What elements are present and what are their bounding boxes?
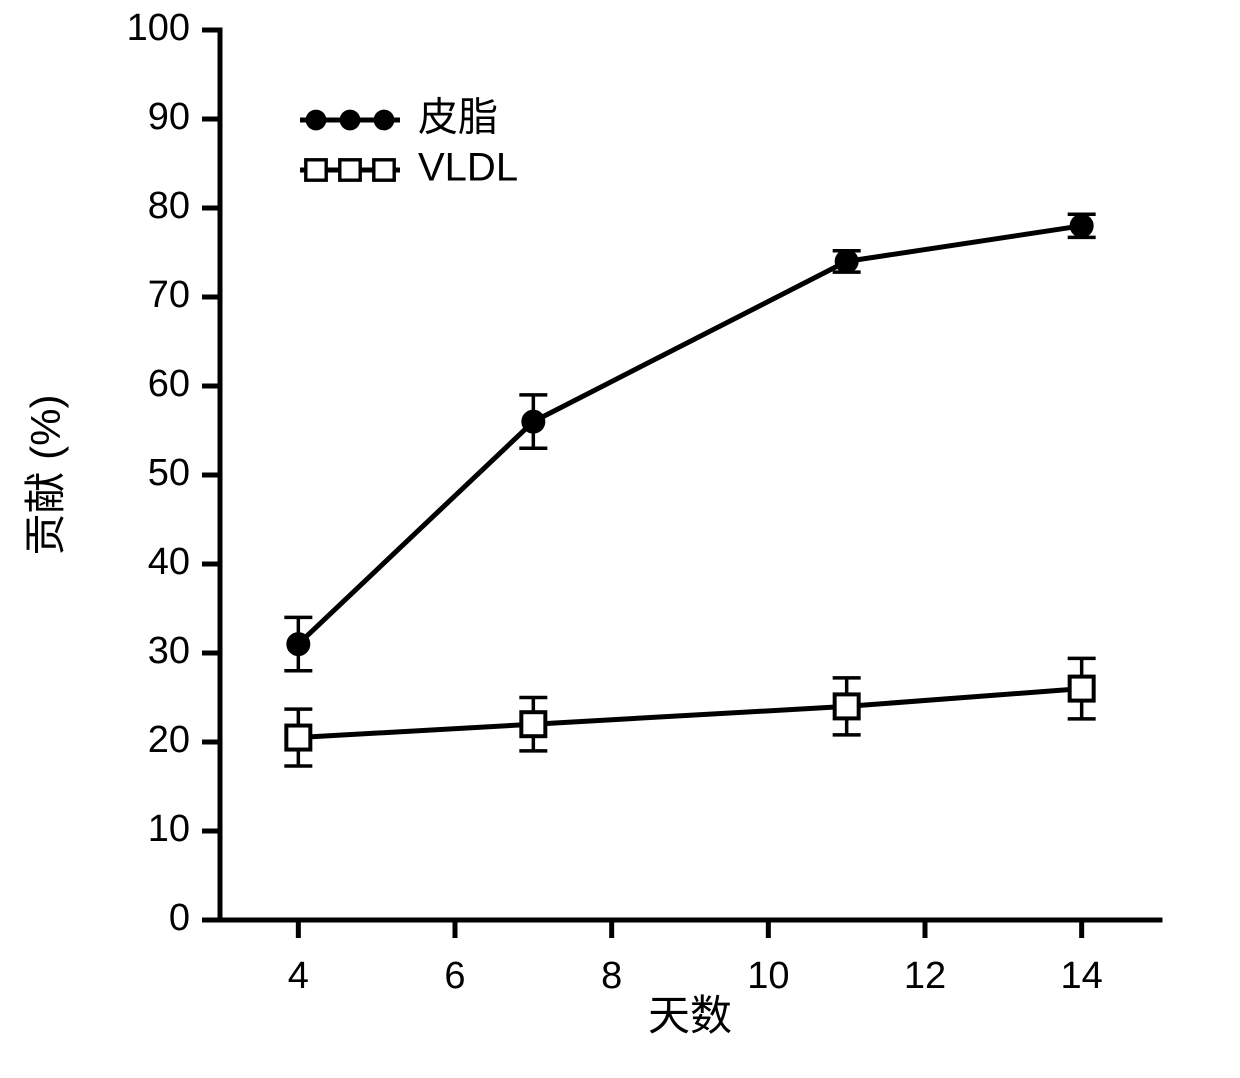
y-tick-label: 100 <box>127 7 190 49</box>
y-axis-title: 贡献 (%) <box>22 395 69 556</box>
x-tick-label: 10 <box>747 955 789 997</box>
y-tick-label: 20 <box>148 719 190 761</box>
y-tick-label: 90 <box>148 96 190 138</box>
y-tick-label: 80 <box>148 185 190 227</box>
marker-circle <box>375 111 394 130</box>
legend-label: VLDL <box>418 146 518 190</box>
x-tick-label: 6 <box>444 955 465 997</box>
legend-label: 皮脂 <box>418 96 498 140</box>
x-tick-label: 4 <box>288 955 309 997</box>
marker-square <box>340 160 360 180</box>
y-tick-label: 60 <box>148 363 190 405</box>
y-tick-label: 30 <box>148 630 190 672</box>
marker-square <box>374 160 394 180</box>
marker-circle <box>522 411 544 433</box>
y-tick-label: 0 <box>169 897 190 939</box>
marker-square <box>286 726 310 750</box>
marker-circle <box>836 250 858 272</box>
x-tick-label: 8 <box>601 955 622 997</box>
y-tick-label: 50 <box>148 452 190 494</box>
y-tick-label: 40 <box>148 541 190 583</box>
chart-svg: 0 10 20 30 40 50 60 70 80 90 100 4 6 8 10 12 14 天数 贡献 (%) 皮… <box>0 0 1240 1078</box>
marker-circle <box>1071 215 1093 237</box>
y-tick-label: 10 <box>148 808 190 850</box>
marker-circle <box>307 111 326 130</box>
x-tick-label: 14 <box>1061 955 1103 997</box>
x-tick-label: 12 <box>904 955 946 997</box>
x-axis-title: 天数 <box>648 992 732 1039</box>
marker-square <box>835 694 859 718</box>
marker-circle <box>341 111 360 130</box>
marker-square <box>521 712 545 736</box>
chart-container: 0 10 20 30 40 50 60 70 80 90 100 4 6 8 10 12 14 天数 贡献 (%) 皮… <box>0 0 1240 1078</box>
marker-square <box>306 160 326 180</box>
marker-circle <box>287 633 309 655</box>
marker-square <box>1070 677 1094 701</box>
y-tick-label: 70 <box>148 274 190 316</box>
